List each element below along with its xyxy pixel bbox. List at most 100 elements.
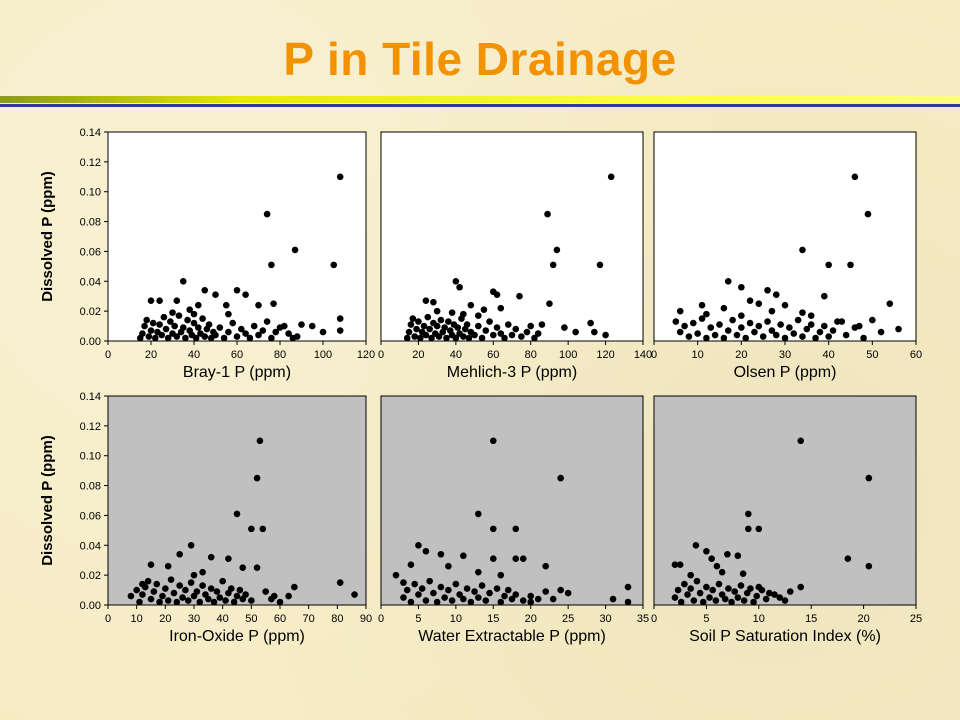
data-point xyxy=(268,261,275,269)
data-point xyxy=(737,582,745,589)
x-tick-label: 40 xyxy=(823,349,835,361)
data-point xyxy=(173,598,181,606)
data-point xyxy=(285,592,292,600)
data-point xyxy=(220,334,228,342)
data-point xyxy=(694,330,701,337)
data-point xyxy=(463,321,471,328)
data-point xyxy=(430,298,437,306)
y-tick-label: 0.04 xyxy=(80,276,101,288)
x-tick-label: 140 xyxy=(634,349,652,361)
data-point xyxy=(847,261,854,269)
data-point xyxy=(709,586,716,594)
x-tick-label: 20 xyxy=(525,613,537,625)
data-point xyxy=(199,315,206,322)
data-point xyxy=(877,328,885,336)
data-point xyxy=(445,318,452,325)
data-point xyxy=(728,598,735,606)
data-point xyxy=(607,173,615,181)
data-point xyxy=(405,328,413,336)
y-tick-label: 0.02 xyxy=(80,306,101,318)
y-tick-label: 0.08 xyxy=(80,217,101,229)
data-point xyxy=(687,585,694,592)
data-point xyxy=(336,173,344,181)
data-point xyxy=(544,210,551,218)
plot-area xyxy=(107,131,367,342)
x-tick-label: 20 xyxy=(735,349,747,361)
data-point xyxy=(199,582,206,589)
data-point xyxy=(149,319,157,327)
data-point xyxy=(745,510,752,518)
data-point xyxy=(764,318,771,325)
data-point xyxy=(803,325,811,333)
data-point xyxy=(687,571,694,579)
x-tick-label: 10 xyxy=(131,613,143,625)
data-point xyxy=(721,595,729,603)
data-point xyxy=(734,552,742,560)
data-point xyxy=(225,555,232,563)
data-point xyxy=(698,301,706,309)
data-point xyxy=(145,333,153,340)
data-point xyxy=(471,331,478,339)
data-point xyxy=(162,585,169,592)
data-point xyxy=(690,597,698,604)
data-point xyxy=(497,304,505,312)
data-point xyxy=(164,597,172,604)
data-point xyxy=(609,595,617,603)
data-point xyxy=(742,334,749,342)
data-point xyxy=(233,286,241,294)
data-point xyxy=(170,589,178,597)
data-point xyxy=(222,597,229,604)
data-point xyxy=(164,562,172,570)
data-point xyxy=(186,306,193,313)
data-point xyxy=(493,585,501,592)
data-point xyxy=(471,588,478,595)
data-point xyxy=(147,561,155,568)
data-point xyxy=(504,586,512,594)
panel-bottom-right: 0 5 10 15 20 25 Soil P Saturation Index (%) xyxy=(651,395,922,645)
data-point xyxy=(740,597,748,604)
x-tick-label: 25 xyxy=(910,613,922,625)
data-point xyxy=(624,583,632,591)
data-point xyxy=(753,592,761,600)
data-point xyxy=(192,334,200,342)
data-point xyxy=(230,598,238,606)
data-point xyxy=(392,571,400,579)
data-point xyxy=(696,589,704,597)
data-point xyxy=(750,598,757,606)
x-tick-label: 80 xyxy=(274,349,286,361)
data-point xyxy=(458,315,465,322)
data-point xyxy=(173,297,181,304)
data-point xyxy=(426,325,433,333)
data-point xyxy=(542,588,549,595)
data-point xyxy=(418,585,426,592)
data-point xyxy=(527,592,535,600)
data-point xyxy=(527,598,535,606)
y-tick-label: 0.10 xyxy=(80,187,101,199)
data-point xyxy=(699,598,707,606)
data-point xyxy=(298,321,305,328)
panel-bottom-middle: 0 5 10 15 20 25 30 35 Water Extractable P (ppm) xyxy=(378,395,649,645)
data-point xyxy=(400,594,407,601)
x-tick-label: 120 xyxy=(357,349,375,361)
y-tick-label: 0.06 xyxy=(80,246,101,258)
data-point xyxy=(816,328,824,336)
data-point xyxy=(246,334,254,342)
x-axis-label: Bray-1 P (ppm) xyxy=(183,364,291,381)
data-point xyxy=(671,561,679,568)
data-point xyxy=(747,585,754,592)
data-point xyxy=(193,588,201,595)
data-point xyxy=(591,328,598,336)
data-point xyxy=(493,291,501,299)
x-tick-label: 20 xyxy=(159,613,171,625)
data-point xyxy=(207,585,215,592)
data-point xyxy=(886,300,894,307)
data-point xyxy=(159,592,166,600)
data-point xyxy=(799,246,806,254)
data-point xyxy=(225,328,232,336)
data-point xyxy=(755,300,763,307)
data-point xyxy=(460,333,467,340)
data-point xyxy=(821,292,828,300)
data-point xyxy=(167,318,174,325)
data-point xyxy=(136,598,143,606)
data-point xyxy=(596,261,604,269)
